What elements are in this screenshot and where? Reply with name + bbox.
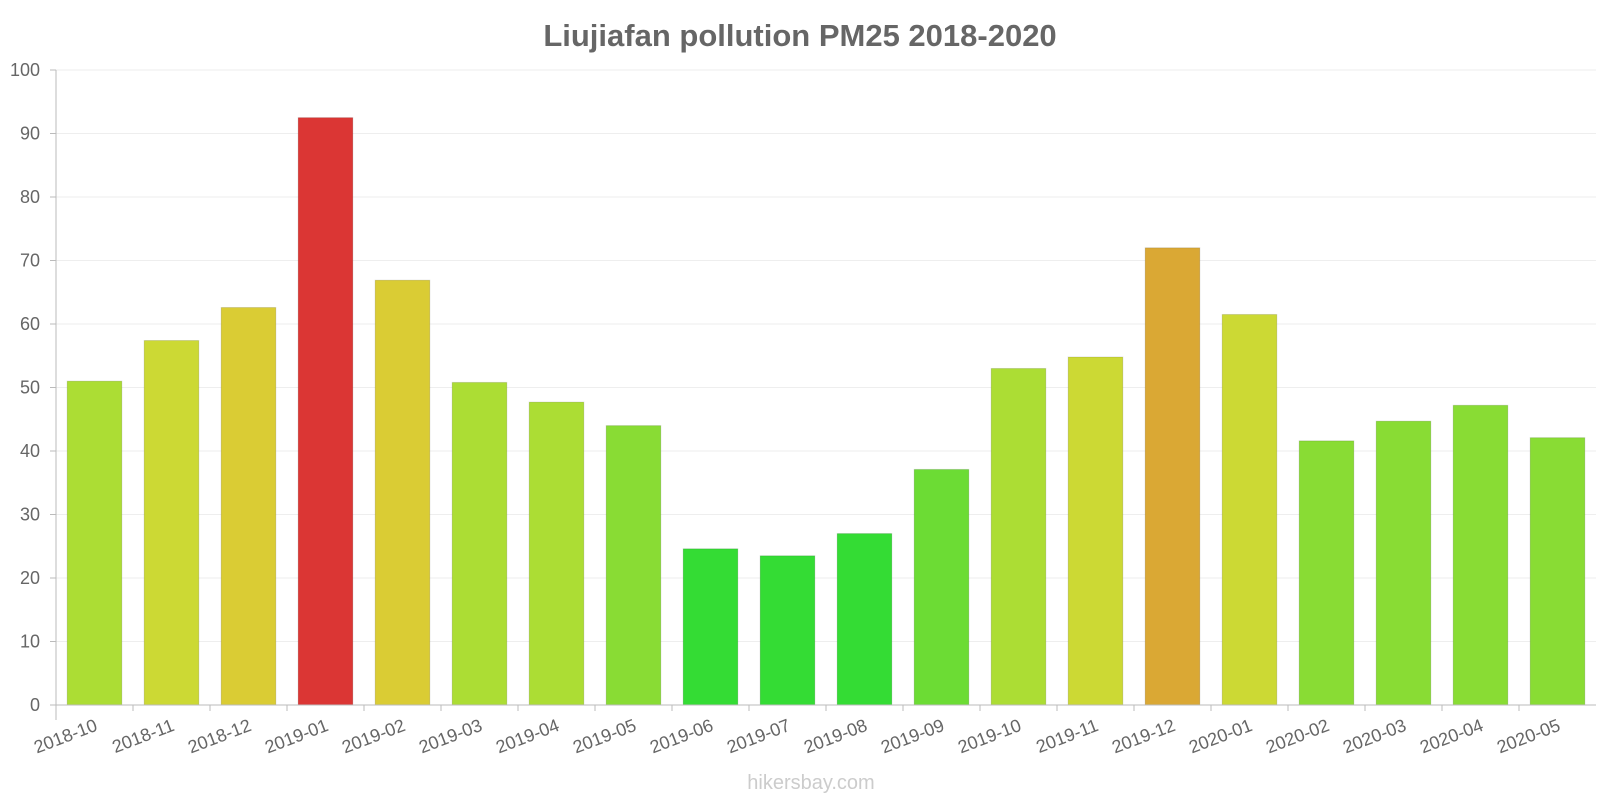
x-tick-label: 2020-04 <box>1417 715 1486 757</box>
axes <box>55 70 1596 720</box>
x-tick-label: 2019-03 <box>416 715 485 757</box>
x-tick-label: 2019-11 <box>1033 715 1101 757</box>
bar-2019-04 <box>528 401 585 706</box>
y-tick-label: 0 <box>30 695 40 715</box>
chart-title: Liujiafan pollution PM25 2018-2020 <box>543 18 1056 53</box>
x-tick-label: 2020-02 <box>1263 715 1332 757</box>
bar-2020-01 <box>1221 313 1278 706</box>
x-tick-label: 2019-12 <box>1109 715 1178 757</box>
x-tick-label: 2019-02 <box>339 715 408 757</box>
x-tick-label: 2019-10 <box>955 715 1024 757</box>
y-tick-label: 100 <box>10 60 40 80</box>
bars <box>66 117 1586 706</box>
y-tick-label: 20 <box>20 568 40 588</box>
x-tick-label: 2018-10 <box>31 715 100 757</box>
bar-2019-06 <box>682 548 739 706</box>
x-tick-label: 2019-08 <box>801 715 870 757</box>
bar-2019-03 <box>451 381 508 706</box>
bar-2019-02 <box>374 279 431 706</box>
bar-2019-08 <box>836 533 893 706</box>
bar-2020-05 <box>1529 437 1586 706</box>
y-tick-label: 60 <box>20 314 40 334</box>
y-tick-label: 80 <box>20 187 40 207</box>
y-tick-label: 90 <box>20 124 40 144</box>
bar-2019-10 <box>990 367 1047 706</box>
x-tick-label: 2018-11 <box>109 715 177 757</box>
x-tick-label: 2020-05 <box>1494 715 1563 757</box>
bar-2019-07 <box>759 555 816 706</box>
bar-2020-04 <box>1452 404 1509 706</box>
watermark-text: hikersbay.com <box>747 772 874 794</box>
y-tick-label: 10 <box>20 632 40 652</box>
y-tick-label: 50 <box>20 378 40 398</box>
x-tick-label: 2019-04 <box>493 715 562 757</box>
bar-2019-01 <box>297 117 354 706</box>
x-tick-label: 2018-12 <box>185 715 254 757</box>
bar-2019-09 <box>913 468 970 706</box>
bar-2018-10 <box>66 380 123 706</box>
x-tick-label: 2020-01 <box>1186 715 1255 757</box>
x-tick-label: 2019-01 <box>262 715 331 757</box>
y-tick-label: 30 <box>20 505 40 525</box>
y-tick-label: 40 <box>20 441 40 461</box>
y-tick-label: 70 <box>20 251 40 271</box>
y-axis-ticks: 0 10 20 30 40 50 60 70 80 90 100 <box>10 60 56 715</box>
x-axis-ticks: 2018-10 2018-11 2018-12 2019-01 2019-02 2019-… <box>31 705 1563 757</box>
bar-2019-11 <box>1067 356 1124 706</box>
x-tick-label: 2019-07 <box>724 715 793 757</box>
bar-2019-12 <box>1144 247 1201 706</box>
bar-2018-11 <box>143 340 200 706</box>
x-tick-label: 2019-05 <box>570 715 639 757</box>
x-tick-label: 2019-09 <box>878 715 947 757</box>
x-tick-label: 2020-03 <box>1340 715 1409 757</box>
bar-2020-02 <box>1298 440 1355 706</box>
grid-lines <box>56 69 1596 706</box>
x-tick-label: 2019-06 <box>647 715 716 757</box>
bar-2020-03 <box>1375 420 1432 706</box>
bar-2019-05 <box>605 425 662 706</box>
bar-2018-12 <box>220 306 277 706</box>
